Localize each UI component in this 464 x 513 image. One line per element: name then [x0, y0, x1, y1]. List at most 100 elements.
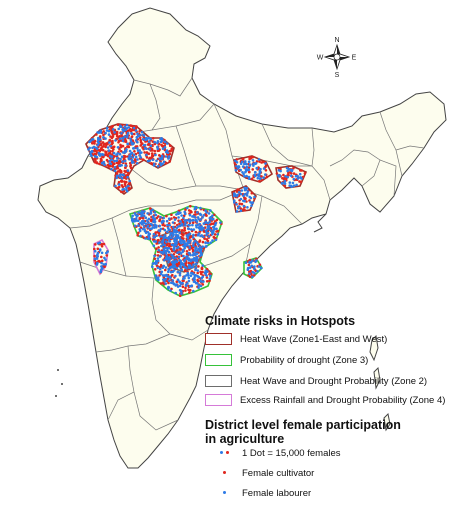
labourer-dot — [250, 204, 253, 207]
labourer-dot — [246, 268, 250, 272]
labourer-dot — [135, 136, 139, 139]
labourer-dot — [207, 212, 211, 215]
labourer-dot — [175, 266, 179, 270]
cultivator-dot — [184, 208, 187, 211]
labourer-dot — [162, 252, 165, 255]
labourer-dot — [298, 172, 302, 176]
labourer-dot — [175, 230, 178, 233]
labourer-dot — [199, 206, 202, 210]
labourer-dot — [164, 250, 168, 253]
labourer-dot — [185, 206, 189, 210]
labourer-dot — [239, 209, 243, 212]
cultivator-dot — [177, 261, 181, 264]
cultivator-dot — [258, 160, 261, 163]
labourer-dot — [113, 166, 117, 169]
cultivator-dot — [197, 265, 200, 268]
labourer-dot — [158, 241, 161, 244]
cultivator-dot — [102, 242, 106, 246]
cultivator-dot — [215, 218, 219, 222]
labourer-dot — [196, 223, 200, 226]
cultivator-dot — [275, 172, 279, 175]
labourer-dot — [163, 228, 167, 232]
labourer-dot — [167, 250, 171, 254]
cultivator-dot — [99, 157, 103, 161]
labourer-dot — [167, 235, 171, 239]
labourer-dot — [115, 174, 119, 178]
labourer-dot — [259, 167, 262, 171]
labourer-dot — [160, 244, 163, 248]
labourer-dot — [197, 243, 200, 246]
labourer-dot — [190, 284, 194, 288]
cultivator-dot — [201, 270, 204, 274]
labourer-dot — [182, 277, 185, 281]
labourer-dot — [128, 149, 132, 153]
cultivator-dot — [216, 229, 220, 233]
cultivator-dot — [94, 243, 97, 246]
cultivator-dot — [183, 269, 187, 273]
cultivator-dot — [292, 166, 295, 170]
cultivator-dot — [163, 224, 166, 227]
labourer-dot — [155, 276, 158, 280]
labourer-dot — [243, 193, 247, 196]
labourer-dot — [180, 292, 183, 296]
labourer-dot — [206, 231, 210, 235]
cultivator-dot — [183, 229, 187, 232]
cultivator-dot — [235, 190, 239, 193]
labourer-dot — [188, 220, 192, 223]
cultivator-dot — [188, 291, 191, 294]
cultivator-dot — [251, 168, 254, 171]
cultivator-dot — [170, 217, 173, 220]
labourer-dot — [204, 220, 208, 223]
labourer-dot — [264, 162, 267, 165]
labourer-dot — [241, 165, 245, 168]
labourer-dot — [191, 218, 195, 222]
labourer-dot — [192, 233, 195, 237]
legend-item-label: Heat Wave (Zone1-East and West) — [240, 333, 388, 345]
cultivator-dot — [252, 274, 256, 277]
cultivator-dot — [123, 182, 127, 186]
cultivator-dot — [124, 139, 128, 143]
cultivator-dot — [178, 247, 182, 250]
cultivator-dot — [153, 257, 157, 261]
labourer-dot — [161, 238, 165, 241]
labourer-dot — [235, 210, 239, 213]
excess-rainfall-swatch — [205, 394, 232, 406]
labourer-dot — [177, 225, 180, 228]
cultivator-dot — [260, 161, 263, 164]
labourer-dot — [151, 208, 154, 212]
labourer-dot — [201, 216, 204, 219]
labourer-dot — [161, 147, 165, 150]
cultivator-dot — [120, 184, 124, 187]
legend-dot-labourer: Female labourer — [218, 486, 311, 500]
cultivator-dot — [196, 271, 199, 275]
labourer-dot — [211, 239, 214, 242]
compass-rose-icon: N S E W — [317, 37, 357, 79]
labourer-dot — [161, 241, 164, 244]
labourer-dot — [108, 159, 112, 163]
cultivator-dot — [158, 218, 162, 221]
labourer-dot — [143, 228, 146, 231]
cultivator-dot — [205, 280, 209, 283]
labourer-dot — [101, 161, 105, 165]
cultivator-dot — [201, 283, 205, 286]
labourer-dot — [296, 177, 300, 180]
drought-swatch — [205, 354, 232, 366]
labourer-dot — [173, 245, 176, 248]
labourer-dot — [185, 266, 188, 270]
cultivator-dot — [129, 127, 132, 131]
labourer-dot — [197, 286, 200, 290]
labourer-dot — [247, 168, 251, 171]
labourer-dot — [171, 221, 175, 224]
cultivator-dot — [199, 270, 202, 274]
cultivator-dot — [247, 166, 251, 169]
cultivator-dot — [182, 233, 185, 236]
labourer-dot — [115, 153, 118, 156]
labourer-dot — [192, 289, 195, 293]
climate-risks-legend-title: Climate risks in Hotspots — [205, 314, 356, 328]
labourer-dot — [156, 266, 160, 270]
labourer-dot — [254, 162, 257, 166]
labourer-dot — [188, 213, 192, 217]
labourer-dot — [180, 282, 183, 285]
labourer-dot — [100, 261, 103, 265]
labourer-dot — [134, 139, 138, 142]
